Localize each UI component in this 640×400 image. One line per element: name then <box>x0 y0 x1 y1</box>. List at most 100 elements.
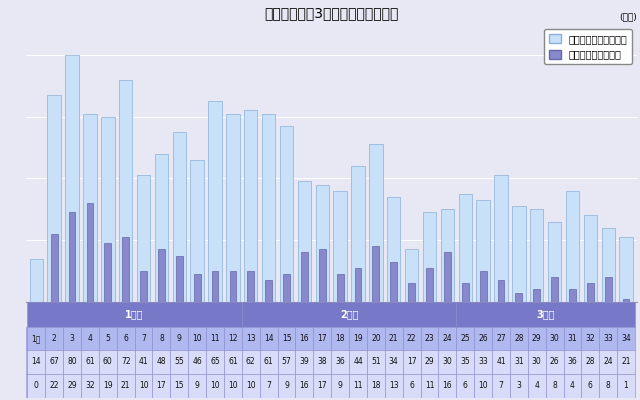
Bar <box>564 350 581 374</box>
Text: 19: 19 <box>353 334 363 343</box>
Text: 6: 6 <box>588 382 593 390</box>
Bar <box>314 327 332 350</box>
Text: 61: 61 <box>85 358 95 366</box>
Text: 36: 36 <box>568 358 577 366</box>
Bar <box>316 184 329 302</box>
Bar <box>423 212 436 302</box>
Bar <box>462 283 468 302</box>
Bar <box>546 350 564 374</box>
Text: 15: 15 <box>282 334 291 343</box>
Text: 62: 62 <box>246 358 255 366</box>
Text: 19: 19 <box>103 382 113 390</box>
Bar <box>528 327 546 350</box>
Bar <box>116 350 134 374</box>
Text: 28: 28 <box>514 334 524 343</box>
Bar <box>242 374 260 398</box>
Bar <box>510 350 528 374</box>
Bar <box>623 299 630 302</box>
Bar <box>551 277 558 302</box>
Bar <box>26 374 28 398</box>
Bar <box>492 327 510 350</box>
Bar <box>369 144 383 302</box>
Bar <box>510 327 528 350</box>
Bar <box>333 191 347 302</box>
Text: 9: 9 <box>338 382 342 390</box>
Text: 21: 21 <box>621 358 631 366</box>
Bar <box>134 327 152 350</box>
Bar <box>617 374 635 398</box>
Bar <box>530 209 543 302</box>
Bar <box>265 280 272 302</box>
Text: 29: 29 <box>532 334 541 343</box>
Bar <box>456 374 474 398</box>
Text: 65: 65 <box>210 358 220 366</box>
Bar <box>617 350 635 374</box>
Bar <box>403 374 420 398</box>
Bar <box>528 350 546 374</box>
Text: 9: 9 <box>195 382 200 390</box>
Bar <box>119 80 132 302</box>
Bar <box>242 327 260 350</box>
Text: 2: 2 <box>52 334 56 343</box>
Bar <box>426 268 433 302</box>
Bar <box>81 374 99 398</box>
Bar <box>349 374 367 398</box>
Text: 38: 38 <box>317 358 327 366</box>
Text: 10: 10 <box>210 382 220 390</box>
Bar <box>280 126 293 302</box>
Bar <box>65 55 79 302</box>
Text: 10: 10 <box>246 382 255 390</box>
Text: 10: 10 <box>193 334 202 343</box>
Bar <box>546 374 564 398</box>
Bar <box>81 327 99 350</box>
Bar <box>337 274 344 302</box>
Text: 33: 33 <box>478 358 488 366</box>
Bar <box>206 374 224 398</box>
Bar <box>474 350 492 374</box>
Text: 16: 16 <box>300 334 309 343</box>
Text: (カ月): (カ月) <box>619 12 637 21</box>
Text: 30: 30 <box>532 358 541 366</box>
Bar <box>296 327 314 350</box>
Bar <box>158 249 165 302</box>
Bar <box>420 350 438 374</box>
Text: 14: 14 <box>264 334 273 343</box>
Bar <box>564 374 581 398</box>
Bar <box>458 194 472 302</box>
Bar <box>226 114 239 302</box>
Bar <box>170 327 188 350</box>
Bar <box>45 327 63 350</box>
Text: 41: 41 <box>496 358 506 366</box>
Bar <box>403 350 420 374</box>
Bar <box>206 350 224 374</box>
Bar <box>104 243 111 302</box>
Text: 3: 3 <box>70 334 74 343</box>
Bar <box>224 327 242 350</box>
Text: 55: 55 <box>175 358 184 366</box>
Text: 1年目: 1年目 <box>125 309 144 319</box>
Text: 3年目: 3年目 <box>536 309 555 319</box>
Bar <box>86 203 93 302</box>
Bar <box>456 350 474 374</box>
Bar <box>194 274 200 302</box>
Text: 12: 12 <box>228 334 237 343</box>
Bar <box>438 350 456 374</box>
Bar <box>497 280 504 302</box>
Bar <box>101 117 115 302</box>
Bar <box>224 374 242 398</box>
Bar <box>152 327 170 350</box>
Text: 36: 36 <box>335 358 345 366</box>
Bar <box>528 374 546 398</box>
Text: 27: 27 <box>496 334 506 343</box>
Bar <box>191 160 204 302</box>
Bar <box>474 374 492 398</box>
Bar <box>372 246 380 302</box>
Text: 33: 33 <box>604 334 613 343</box>
Text: 11: 11 <box>425 382 435 390</box>
Bar <box>137 175 150 302</box>
Bar <box>212 271 218 302</box>
Text: 72: 72 <box>121 358 131 366</box>
Bar <box>99 374 116 398</box>
Bar <box>599 327 617 350</box>
Bar <box>278 374 296 398</box>
